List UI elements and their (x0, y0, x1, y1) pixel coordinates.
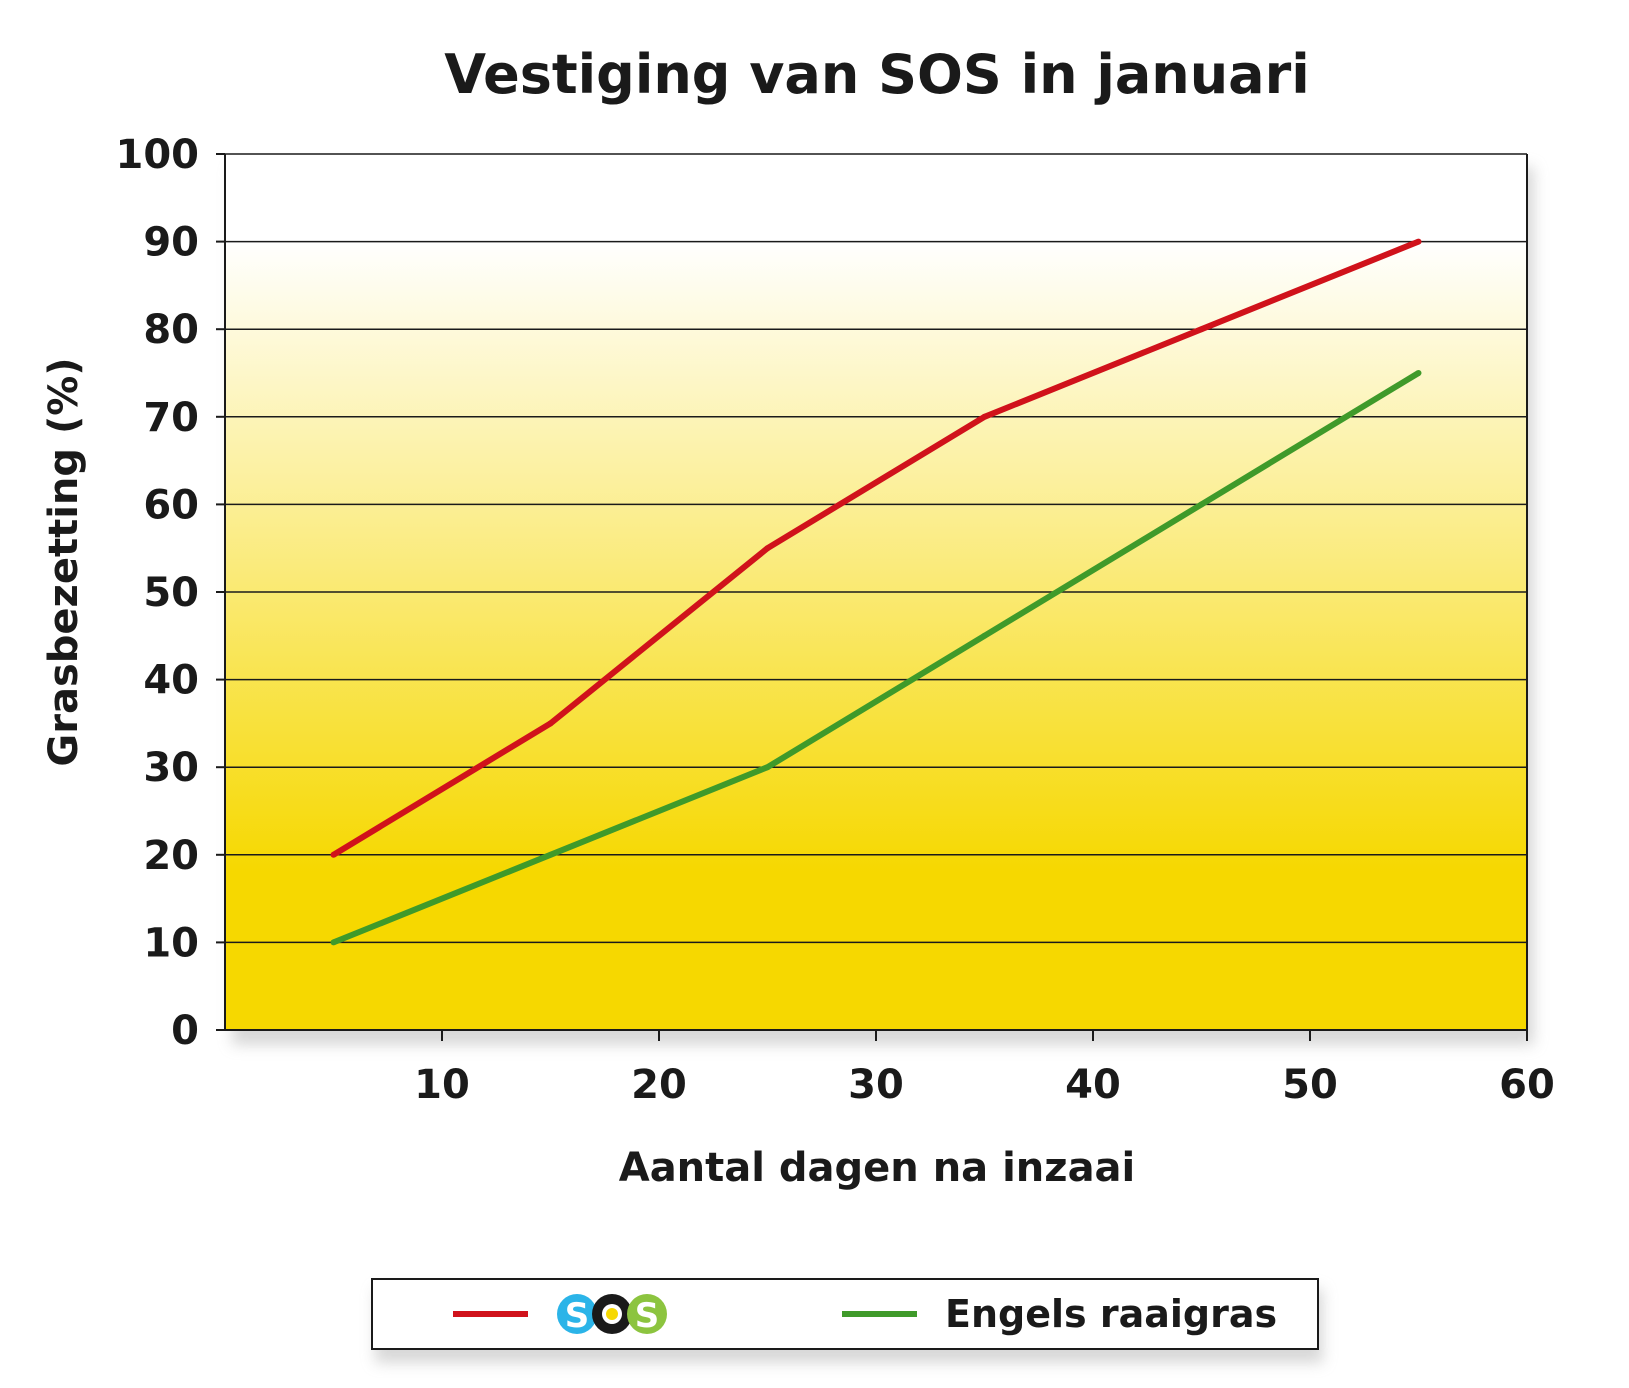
y-axis-label: Grasbezetting (%) (41, 357, 87, 766)
sos-logo-o-dot (606, 1308, 618, 1320)
data-point-sos (330, 851, 337, 858)
data-point-sos (1415, 238, 1422, 245)
data-point-sos (547, 720, 554, 727)
x-tick-label: 40 (1065, 1062, 1121, 1108)
y-tick-label: 50 (143, 570, 199, 616)
data-point-sos (981, 413, 988, 420)
data-point-engels-raaigras (1415, 370, 1422, 376)
series-line-engels-raaigras (332, 370, 1421, 946)
chart-title: Vestiging van SOS in januari (444, 43, 1310, 106)
y-tick-label: 60 (143, 482, 199, 528)
data-point-sos (764, 545, 771, 552)
legend: S S Engels raaigras (371, 1278, 1319, 1350)
sos-logo-s2-circle (627, 1294, 667, 1334)
sos-logo-s1-circle (557, 1294, 597, 1334)
series (330, 238, 1422, 946)
legend-label-engels-raaigras: Engels raaigras (945, 1292, 1277, 1336)
x-axis-label: Aantal dagen na inzaai (619, 1145, 1136, 1191)
data-point-engels-raaigras (1198, 501, 1205, 508)
y-tick-label: 10 (143, 920, 199, 966)
series-line-sos (331, 238, 1420, 858)
x-tick-label: 60 (1499, 1062, 1555, 1108)
data-point-sos (1198, 326, 1205, 333)
data-point-engels-raaigras (330, 939, 337, 946)
y-tick-label: 90 (143, 220, 199, 266)
x-tick-label: 20 (631, 1062, 687, 1108)
y-tick-label: 80 (143, 307, 199, 353)
y-tick-label: 70 (143, 395, 199, 441)
data-point-engels-raaigras (547, 851, 554, 858)
x-axis-ticks: 10 20 30 40 50 60 (414, 1030, 1555, 1108)
gridlines (225, 153, 1527, 944)
sos-logo-s1: S (565, 1296, 590, 1336)
x-tick-label: 30 (848, 1062, 904, 1108)
data-point-engels-raaigras (981, 632, 988, 639)
y-axis-ticks: 0 10 20 30 40 50 60 70 80 90 100 (116, 132, 225, 1054)
y-tick-label: 40 (143, 658, 199, 704)
x-tick-label: 50 (1282, 1062, 1338, 1108)
y-tick-label: 30 (143, 745, 199, 791)
data-point-engels-raaigras (764, 764, 771, 771)
sos-logo-s2: S (635, 1296, 660, 1336)
y-tick-label: 20 (143, 833, 199, 879)
x-tick-label: 10 (414, 1062, 470, 1108)
sos-logo: S S (557, 1294, 667, 1336)
y-tick-label: 0 (171, 1008, 199, 1054)
y-tick-label: 100 (116, 132, 200, 178)
